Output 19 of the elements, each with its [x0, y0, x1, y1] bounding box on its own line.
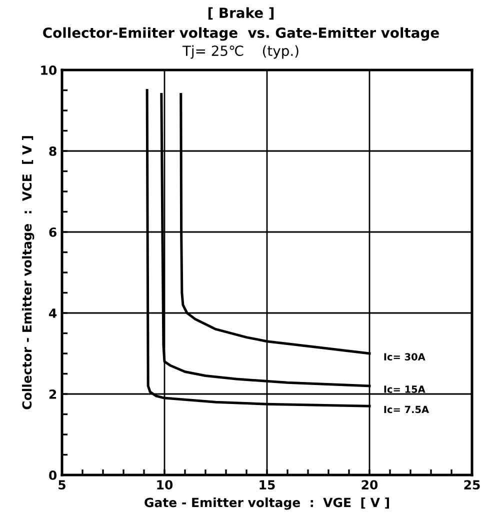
y-tick-label: 2 [49, 389, 56, 399]
x-tick-label: 20 [362, 480, 378, 490]
series-label: Ic= 15A [384, 386, 426, 393]
series-label: Ic= 30A [384, 353, 426, 360]
x-tick-label: 15 [260, 480, 275, 490]
y-axis-title: Collector - Emitter voltage : VCE [ V ] [22, 136, 34, 410]
y-tick-label: 0 [49, 470, 57, 480]
text: Tj= 25℃ (typ.) [182, 45, 298, 59]
chart-title: [ Brake ] [208, 7, 274, 20]
chart-subtitle: Collector-Emiiter voltage vs. Gate-Emitter voltage [43, 27, 439, 41]
x-tick-label: 10 [157, 480, 173, 490]
x-tick-label: 5 [58, 480, 66, 490]
y-tick-label: 6 [49, 227, 56, 237]
series-label: Ic= 7.5A [384, 406, 429, 414]
y-tick-label: 10 [41, 65, 57, 75]
y-tick-label: 8 [49, 146, 56, 156]
x-tick-label: 25 [464, 480, 480, 490]
x-axis-title: Gate - Emitter voltage : VGE [ V ] [144, 498, 389, 510]
y-tick-label: 4 [49, 308, 57, 318]
